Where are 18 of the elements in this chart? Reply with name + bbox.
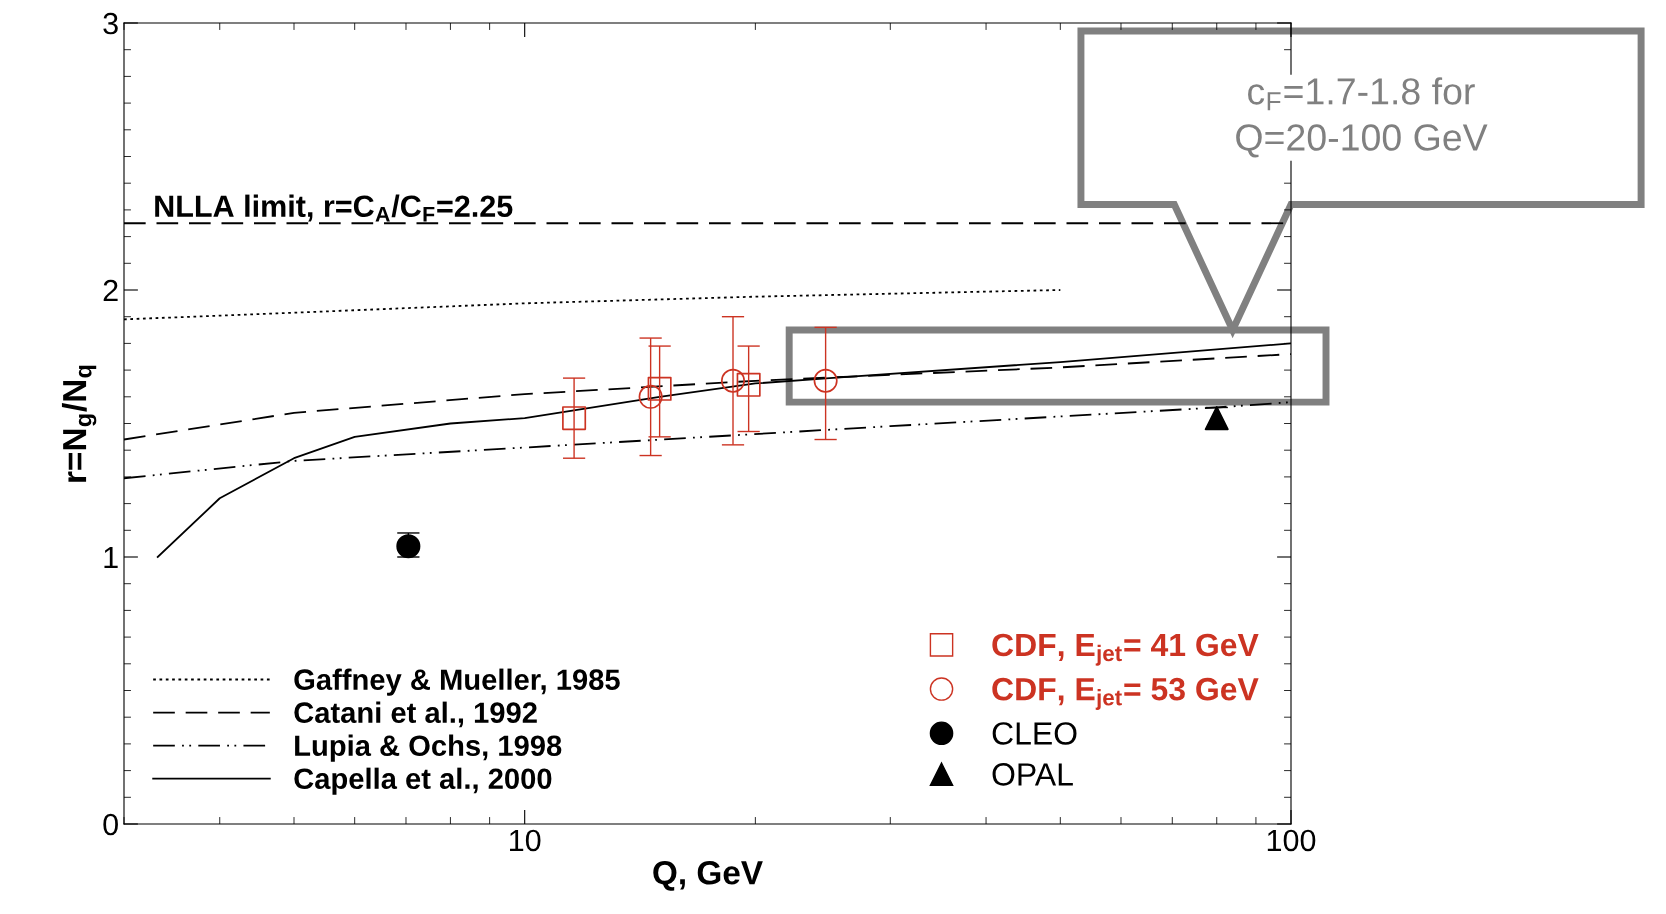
ref-line-label: NLLA limit, r=C$_{A}$/C$_{F}$=2.25 [155,194,513,222]
y-tick-label: 2 [103,279,118,302]
annotation: c$_{F}$=1.7-1.8 for Q=20-100 GeV [1236,77,1488,158]
y-tick-label: 0 [103,813,118,836]
legend-label: Catani et al., 1992 [294,701,537,728]
x-tick-label: 100 [1267,829,1316,852]
y-tick-label: 3 [103,12,118,35]
legend-label: Gaffney & Mueller, 1985 [294,668,620,696]
legend-label: CLEO [992,722,1077,745]
y-tick-label: 1 [104,547,118,569]
legend-label: CDF, E$_{jet}$= 41 GeV [992,633,1259,666]
legend-label: CDF, E$_{jet}$= 53 GeV [992,677,1259,710]
x-axis-title: Q, GeV [653,861,763,891]
y-axis-title: r=N$_{g}$/N$_{q}$ [61,365,97,482]
legend-label: Lupia & Ochs, 1998 [295,734,562,762]
legend-label: OPAL [992,763,1073,786]
legend-label: Capella et al., 2000 [294,767,552,795]
x-tick-label: 10 [510,829,541,852]
